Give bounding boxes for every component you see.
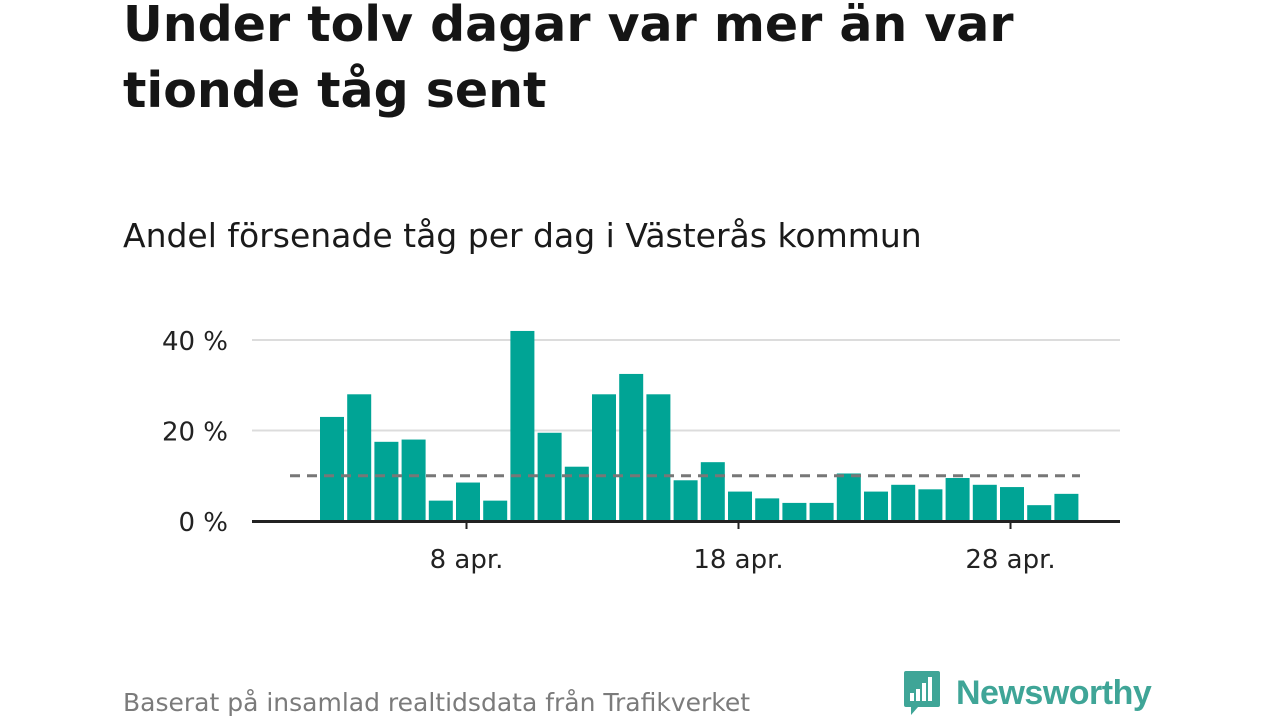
newsworthy-logo-icon — [904, 671, 940, 715]
y-tick-label: 40 % — [162, 327, 228, 357]
bar — [510, 330, 535, 521]
bar — [673, 480, 698, 521]
bar — [483, 500, 508, 521]
y-axis-tick-labels: 0 % 20 % 40 % — [162, 327, 228, 538]
bar — [864, 491, 888, 521]
source-note: Baserat på insamlad realtidsdata från Tr… — [123, 688, 751, 717]
bar — [836, 473, 861, 521]
x-tick-label: 18 apr. — [693, 545, 783, 575]
bar — [918, 489, 943, 521]
bar — [972, 484, 997, 521]
bar — [374, 441, 399, 521]
chart-subtitle: Andel försenade tåg per dag i Västerås k… — [123, 216, 922, 255]
bar — [700, 462, 725, 521]
y-tick-label: 20 % — [162, 418, 228, 448]
bar — [945, 478, 970, 521]
bar — [428, 500, 453, 521]
bar — [755, 498, 780, 521]
brand-logo[interactable]: Newsworthy — [902, 670, 1152, 716]
bar — [401, 439, 426, 521]
bar — [320, 416, 344, 521]
brand-name: Newsworthy — [956, 673, 1152, 712]
y-tick-label: 0 % — [178, 508, 228, 538]
bar — [809, 502, 834, 521]
bars — [320, 330, 1079, 521]
bar-chart: 0 % 20 % 40 % 8 apr. 18 apr. 28 apr. — [162, 327, 1120, 575]
bar — [646, 394, 671, 521]
bar — [619, 373, 644, 521]
x-tick-label: 8 apr. — [430, 545, 504, 575]
bar — [1054, 493, 1079, 521]
bar — [347, 394, 372, 521]
chart-title: Under tolv dagar var mer än var tionde t… — [123, 0, 1014, 119]
bar — [592, 394, 616, 521]
bar — [1027, 505, 1052, 521]
x-tick-label: 28 apr. — [965, 545, 1055, 575]
bar — [891, 484, 916, 521]
bar — [782, 502, 807, 521]
bar — [456, 482, 480, 521]
bar — [728, 491, 752, 521]
x-axis-ticks: 8 apr. 18 apr. 28 apr. — [430, 521, 1056, 575]
gridlines — [252, 339, 1120, 432]
bar — [1000, 487, 1024, 521]
